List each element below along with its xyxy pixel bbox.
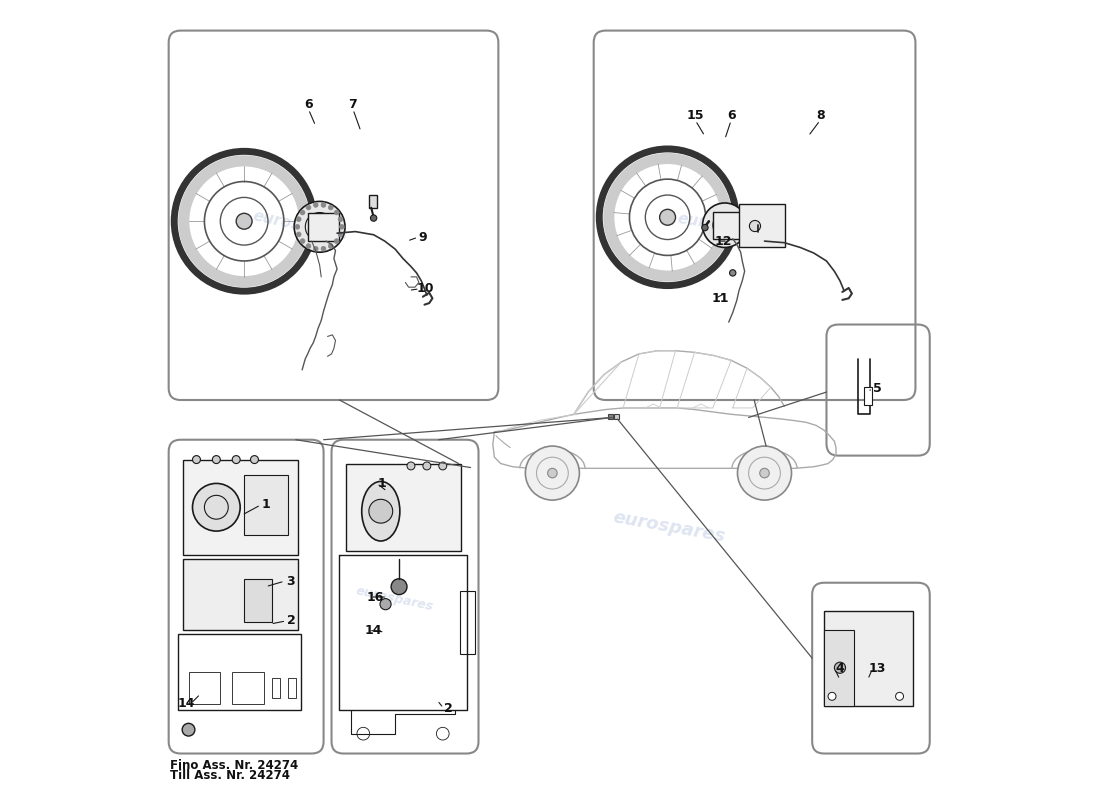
Bar (460, 590, 474, 654)
Circle shape (702, 225, 708, 230)
Text: 1: 1 (261, 498, 270, 511)
Circle shape (192, 456, 200, 463)
Circle shape (660, 210, 675, 226)
Bar (272, 678, 279, 698)
Circle shape (439, 462, 447, 470)
Circle shape (321, 202, 326, 207)
Bar (232, 673, 264, 704)
Text: 10: 10 (417, 282, 434, 295)
Text: 9: 9 (419, 230, 427, 244)
Circle shape (760, 468, 769, 478)
Circle shape (703, 203, 747, 247)
Circle shape (294, 202, 345, 252)
Circle shape (379, 598, 392, 610)
Circle shape (371, 215, 377, 222)
Circle shape (334, 210, 339, 215)
Circle shape (296, 217, 301, 222)
Text: 2: 2 (287, 614, 296, 627)
Bar (824, 610, 913, 706)
Text: Fino Ass. Nr. 24274: Fino Ass. Nr. 24274 (170, 759, 298, 772)
Circle shape (300, 210, 305, 215)
Text: Till Ass. Nr. 24274: Till Ass. Nr. 24274 (170, 770, 290, 782)
Text: 3: 3 (286, 574, 295, 588)
Text: 13: 13 (869, 662, 886, 675)
Circle shape (368, 499, 393, 523)
Circle shape (828, 692, 836, 700)
Circle shape (340, 225, 344, 229)
Text: 11: 11 (712, 292, 729, 305)
Text: 14: 14 (177, 697, 195, 710)
Circle shape (295, 225, 299, 229)
Text: 8: 8 (816, 109, 824, 122)
Circle shape (729, 270, 736, 276)
Circle shape (236, 214, 252, 229)
Circle shape (212, 456, 220, 463)
Circle shape (526, 446, 580, 500)
Bar (178, 634, 301, 710)
Circle shape (329, 244, 333, 249)
Bar (368, 195, 377, 208)
Circle shape (338, 232, 343, 237)
Text: 6: 6 (305, 98, 312, 111)
Bar (244, 475, 288, 535)
Circle shape (251, 456, 258, 463)
Circle shape (314, 246, 318, 251)
Text: eurospares: eurospares (676, 211, 773, 239)
Text: 7: 7 (349, 98, 358, 111)
Text: 5: 5 (873, 382, 882, 394)
Bar (183, 559, 298, 630)
Bar (288, 678, 296, 698)
Text: 2: 2 (444, 702, 453, 714)
Bar (244, 578, 272, 622)
Circle shape (300, 238, 305, 243)
Circle shape (895, 692, 903, 700)
Bar (824, 630, 855, 706)
Circle shape (183, 723, 195, 736)
Text: 4: 4 (836, 662, 845, 675)
Bar (739, 204, 785, 247)
Text: eurospares: eurospares (251, 208, 349, 242)
Text: 12: 12 (714, 234, 732, 248)
Bar (345, 463, 461, 551)
Circle shape (407, 462, 415, 470)
Bar (183, 459, 298, 555)
Circle shape (329, 205, 333, 210)
Text: eurospares: eurospares (196, 584, 276, 613)
Circle shape (306, 205, 311, 210)
Text: eurospares: eurospares (612, 508, 727, 546)
Text: 14: 14 (365, 624, 383, 637)
Circle shape (835, 662, 846, 674)
Ellipse shape (362, 482, 400, 541)
Text: 15: 15 (686, 109, 704, 122)
Circle shape (737, 446, 792, 500)
Bar (188, 673, 220, 704)
Circle shape (422, 462, 431, 470)
Bar (608, 414, 613, 419)
Text: 16: 16 (366, 590, 384, 603)
Circle shape (338, 217, 343, 222)
Circle shape (306, 244, 311, 249)
Text: 1: 1 (377, 477, 386, 490)
Circle shape (392, 578, 407, 594)
Circle shape (321, 246, 326, 251)
Text: 6: 6 (727, 109, 736, 122)
Circle shape (232, 456, 240, 463)
Bar (614, 414, 619, 419)
Bar (713, 212, 744, 238)
Circle shape (296, 232, 301, 237)
Circle shape (548, 468, 558, 478)
Circle shape (334, 238, 339, 243)
Circle shape (192, 483, 240, 531)
Circle shape (749, 221, 760, 231)
Bar (308, 213, 340, 241)
Circle shape (314, 202, 318, 207)
Text: eurospares: eurospares (355, 584, 436, 613)
Bar (864, 387, 872, 405)
